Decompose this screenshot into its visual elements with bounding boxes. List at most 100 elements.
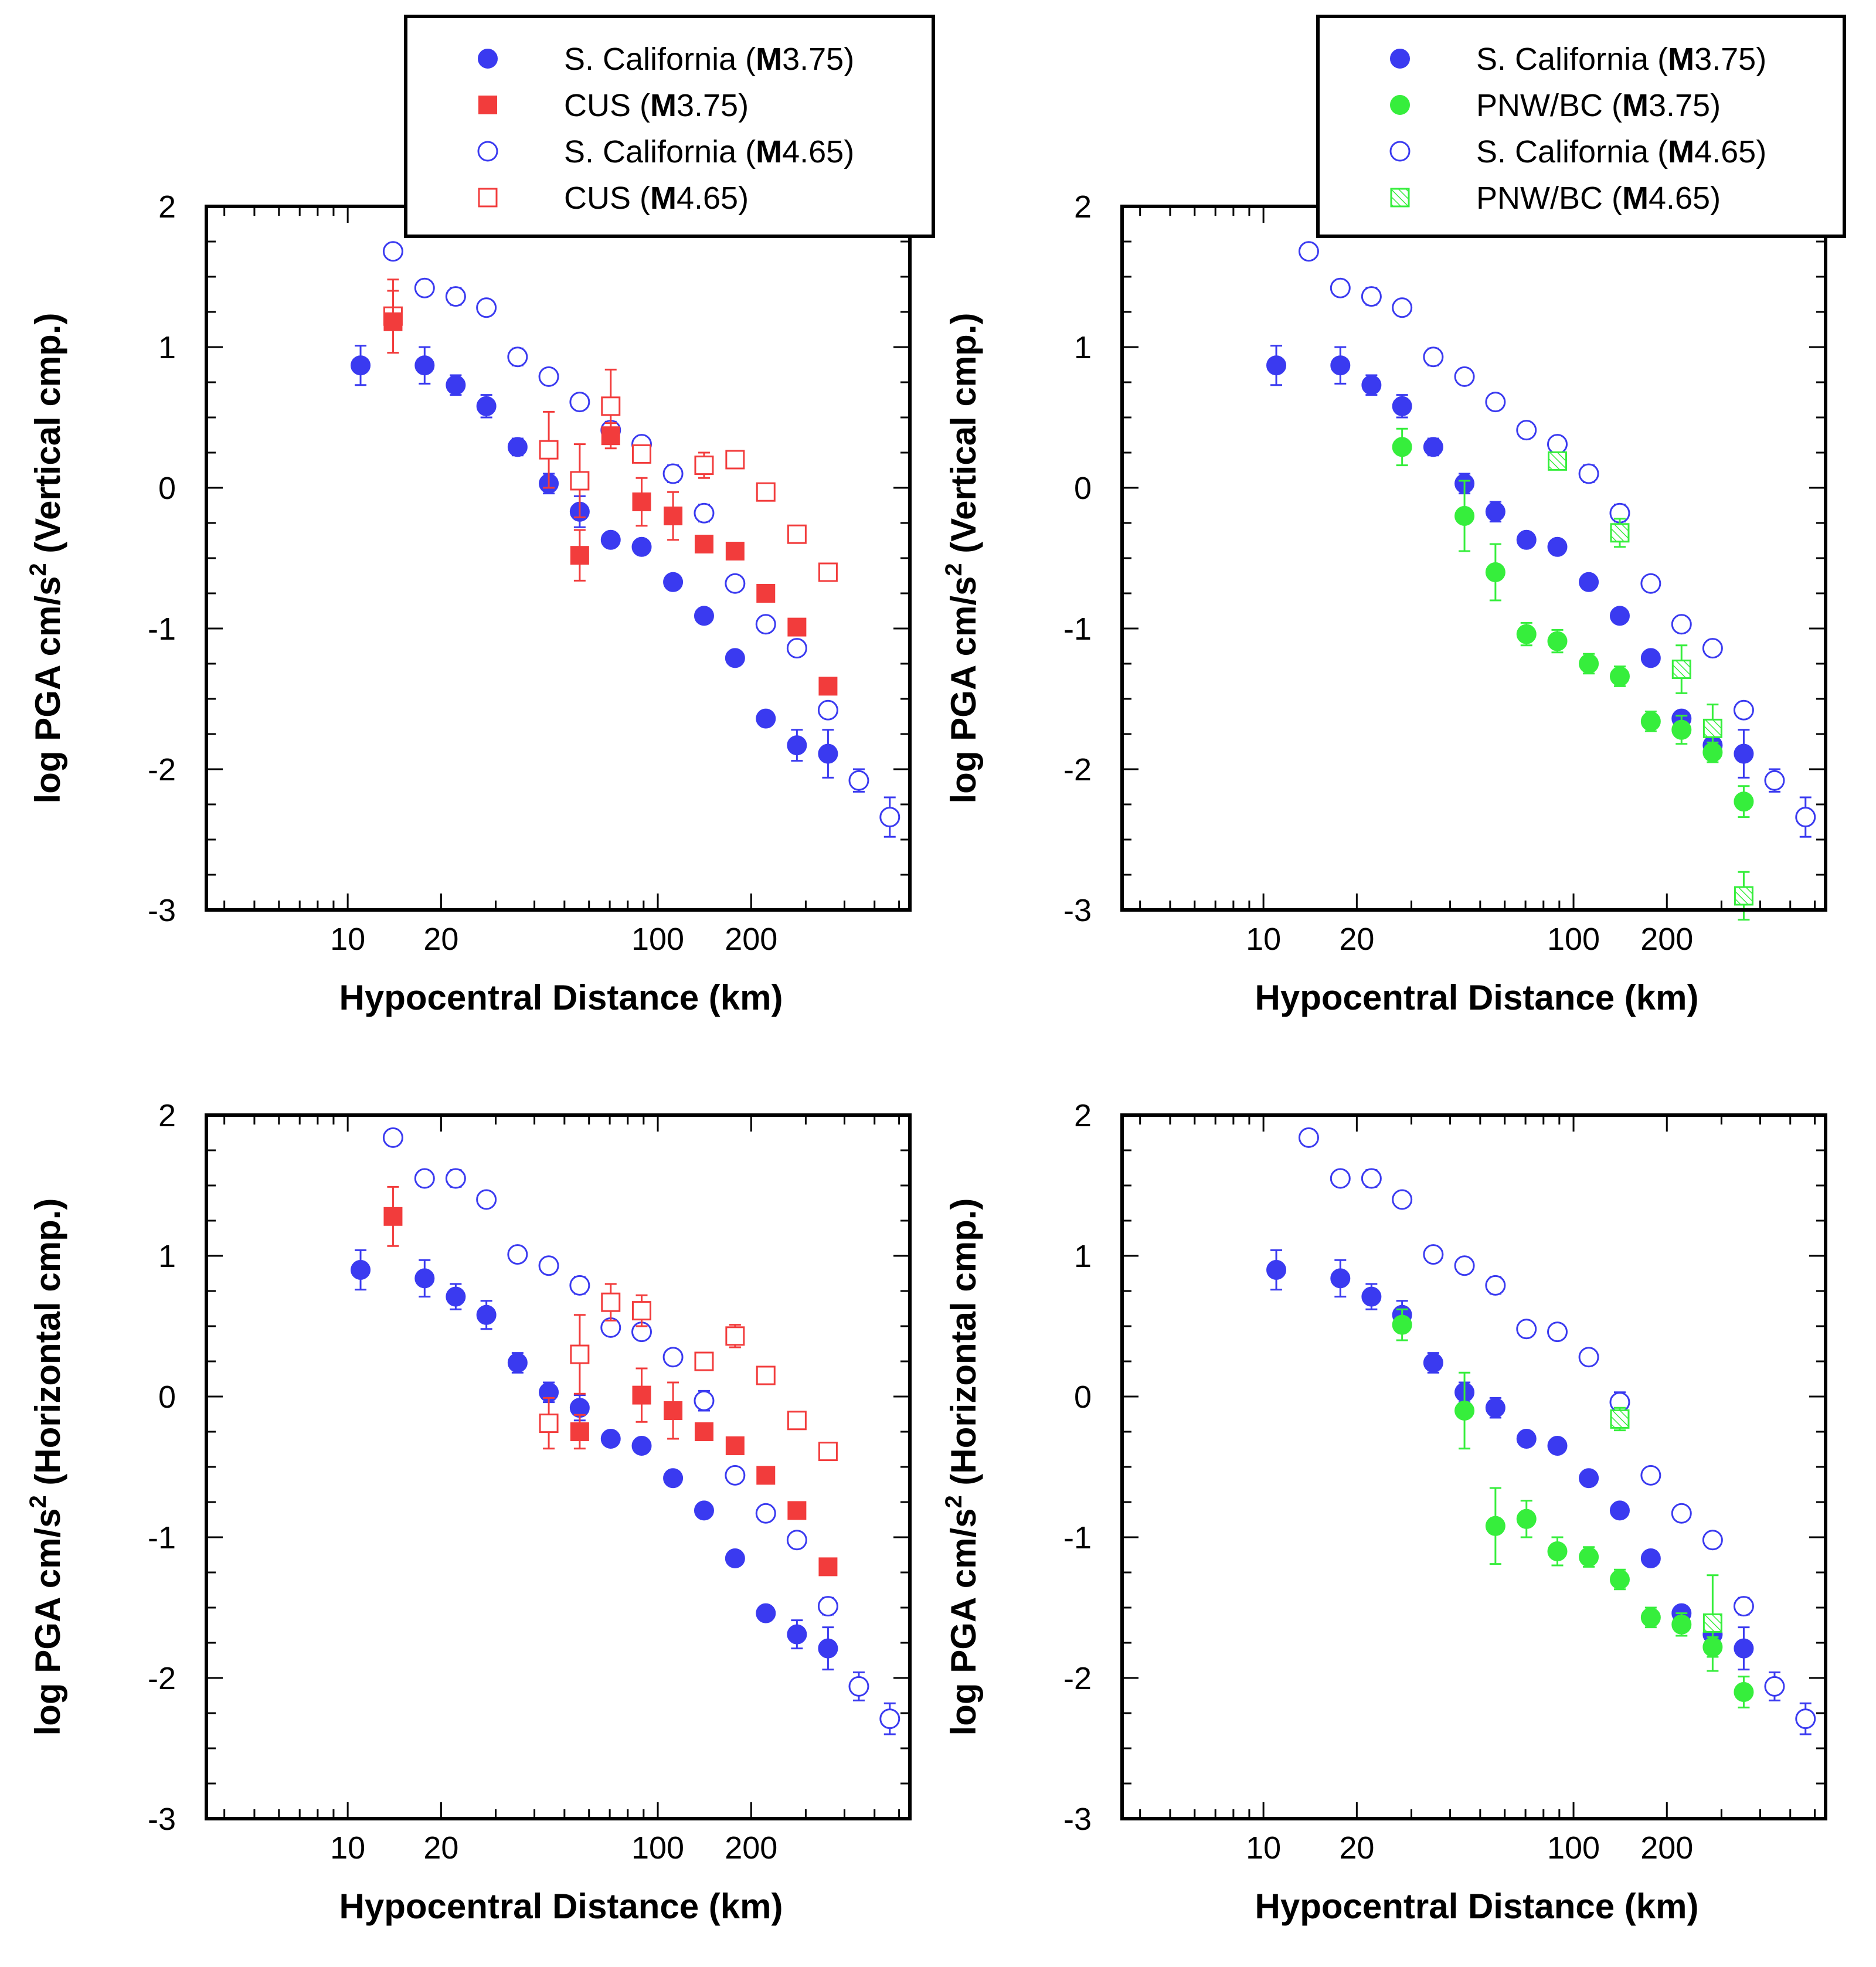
data-point — [445, 286, 466, 307]
series-circle-filled-blue — [351, 345, 838, 779]
data-point — [507, 1353, 528, 1373]
legend: S. California (M3.75)CUS (M3.75)S. Calif… — [404, 15, 935, 238]
data-point — [1516, 1319, 1537, 1340]
data-point — [786, 1530, 807, 1551]
data-point — [1579, 654, 1599, 674]
y-tick-label: -2 — [148, 1661, 176, 1696]
y-tick-label: 2 — [1074, 1098, 1092, 1133]
x-axis-label: Hypocentral Distance (km) — [339, 1887, 783, 1926]
data-point — [631, 536, 652, 557]
legend: S. California (M3.75)PNW/BC (M3.75)S. Ca… — [1316, 15, 1846, 238]
series-square-open-red — [383, 278, 838, 582]
data-point — [1516, 529, 1537, 550]
data-point — [1579, 572, 1599, 592]
x-tick-label: 100 — [1547, 922, 1600, 957]
data-point — [756, 482, 776, 502]
x-tick-label: 20 — [1339, 922, 1374, 957]
data-point — [848, 1676, 869, 1697]
data-point — [1392, 437, 1412, 457]
y-axis-label-sup: 2 — [941, 563, 967, 576]
data-point — [1361, 1168, 1382, 1189]
data-point — [1578, 1347, 1599, 1368]
data-point — [1702, 718, 1722, 738]
data-point — [1547, 631, 1568, 651]
data-point — [1734, 743, 1754, 764]
data-point — [1733, 699, 1754, 721]
data-point — [1640, 573, 1661, 594]
data-point — [663, 572, 684, 592]
data-point — [664, 507, 683, 525]
data-point — [1609, 606, 1630, 626]
data-point — [725, 1436, 745, 1455]
y-axis-label-main: log PGA cm/s — [944, 1509, 983, 1736]
data-point — [507, 1244, 528, 1265]
data-point — [1485, 501, 1505, 522]
data-point — [1702, 638, 1723, 659]
y-axis-label: log PGA cm/s2 (Horizontal cmp.) — [941, 1198, 983, 1736]
x-tick-label: 100 — [631, 922, 684, 957]
data-point — [1392, 1189, 1413, 1210]
data-point — [725, 1548, 745, 1568]
data-point — [601, 426, 620, 446]
data-point — [1298, 241, 1319, 262]
y-tick-label: 2 — [158, 1098, 176, 1133]
data-point — [539, 1414, 559, 1433]
legend-marker — [478, 49, 498, 69]
series-square-filled-red — [383, 290, 838, 696]
data-point — [632, 1385, 651, 1405]
x-tick-label: 200 — [1640, 1830, 1693, 1866]
data-point — [601, 1292, 621, 1312]
data-point — [1548, 451, 1568, 471]
data-point — [817, 699, 838, 721]
data-point — [694, 606, 714, 626]
series-square-hatched-green — [1610, 1407, 1722, 1672]
data-point — [1392, 1314, 1412, 1335]
data-point — [1423, 1244, 1444, 1265]
data-point — [1734, 791, 1754, 812]
data-point — [351, 355, 371, 376]
y-tick-label: 1 — [1074, 330, 1092, 365]
data-point — [1485, 1398, 1505, 1418]
legend-label-text: CUS ( — [564, 88, 650, 123]
x-axis-label: Hypocentral Distance (km) — [1255, 978, 1699, 1017]
data-point — [694, 1422, 713, 1441]
data-point — [694, 502, 715, 524]
data-point — [414, 355, 435, 376]
x-axis-label: Hypocentral Distance (km) — [1255, 1887, 1699, 1926]
data-point — [1734, 1638, 1754, 1659]
data-point — [662, 1347, 684, 1368]
data-point — [1640, 1607, 1661, 1628]
x-tick-label: 200 — [1640, 922, 1693, 957]
legend-label-text: S. California ( — [1476, 134, 1668, 169]
legend-label-magnitude-symbol: M — [1622, 181, 1649, 216]
legend-label-magnitude-symbol: M — [756, 42, 782, 77]
data-point — [1485, 1275, 1506, 1296]
data-point — [1547, 434, 1568, 455]
data-point — [1578, 463, 1599, 484]
legend-marker — [1389, 141, 1411, 162]
y-tick-label: 1 — [158, 330, 176, 365]
data-point — [446, 1286, 466, 1307]
legend-label: S. California (M4.65) — [564, 134, 854, 169]
y-axis-label-comp: (Horizontal cmp.) — [28, 1198, 67, 1496]
y-axis-label-main: log PGA cm/s — [944, 576, 983, 804]
data-point — [1485, 1516, 1505, 1536]
data-point — [725, 1326, 745, 1346]
data-point — [1579, 1547, 1599, 1567]
data-point — [725, 573, 746, 594]
y-tick-label: -1 — [1063, 611, 1092, 647]
data-point — [1671, 660, 1691, 680]
legend-label-text: S. California ( — [564, 134, 756, 169]
data-point — [1702, 1613, 1722, 1633]
data-point — [694, 456, 714, 475]
data-point — [818, 1442, 838, 1462]
data-point — [538, 1255, 559, 1276]
x-tick-label: 200 — [725, 1830, 777, 1866]
legend-label-text: CUS ( — [564, 181, 650, 216]
data-point — [507, 346, 528, 368]
data-point — [818, 743, 838, 764]
data-point — [1423, 437, 1443, 457]
